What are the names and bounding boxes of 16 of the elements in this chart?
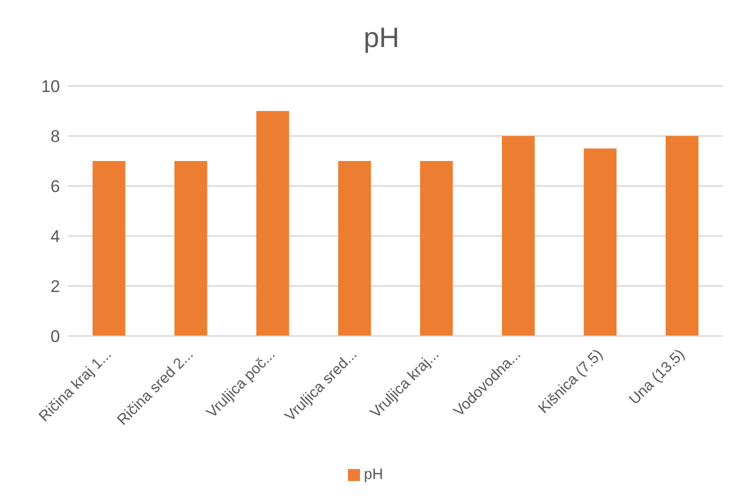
bar <box>502 136 535 336</box>
bar <box>420 161 453 336</box>
y-tick-label: 8 <box>50 127 60 146</box>
bar <box>174 161 208 336</box>
bar <box>256 111 290 336</box>
y-tick-label: 10 <box>41 77 60 96</box>
bar <box>338 161 371 336</box>
y-tick-label: 2 <box>50 277 60 296</box>
y-tick-label: 4 <box>50 227 60 246</box>
y-tick-label: 6 <box>50 177 60 196</box>
y-tick-label: 0 <box>50 327 60 346</box>
bar <box>666 136 698 336</box>
bar <box>584 148 617 336</box>
bar <box>92 161 126 336</box>
legend-label: pH <box>364 466 384 483</box>
chart-title: pH <box>362 21 400 55</box>
